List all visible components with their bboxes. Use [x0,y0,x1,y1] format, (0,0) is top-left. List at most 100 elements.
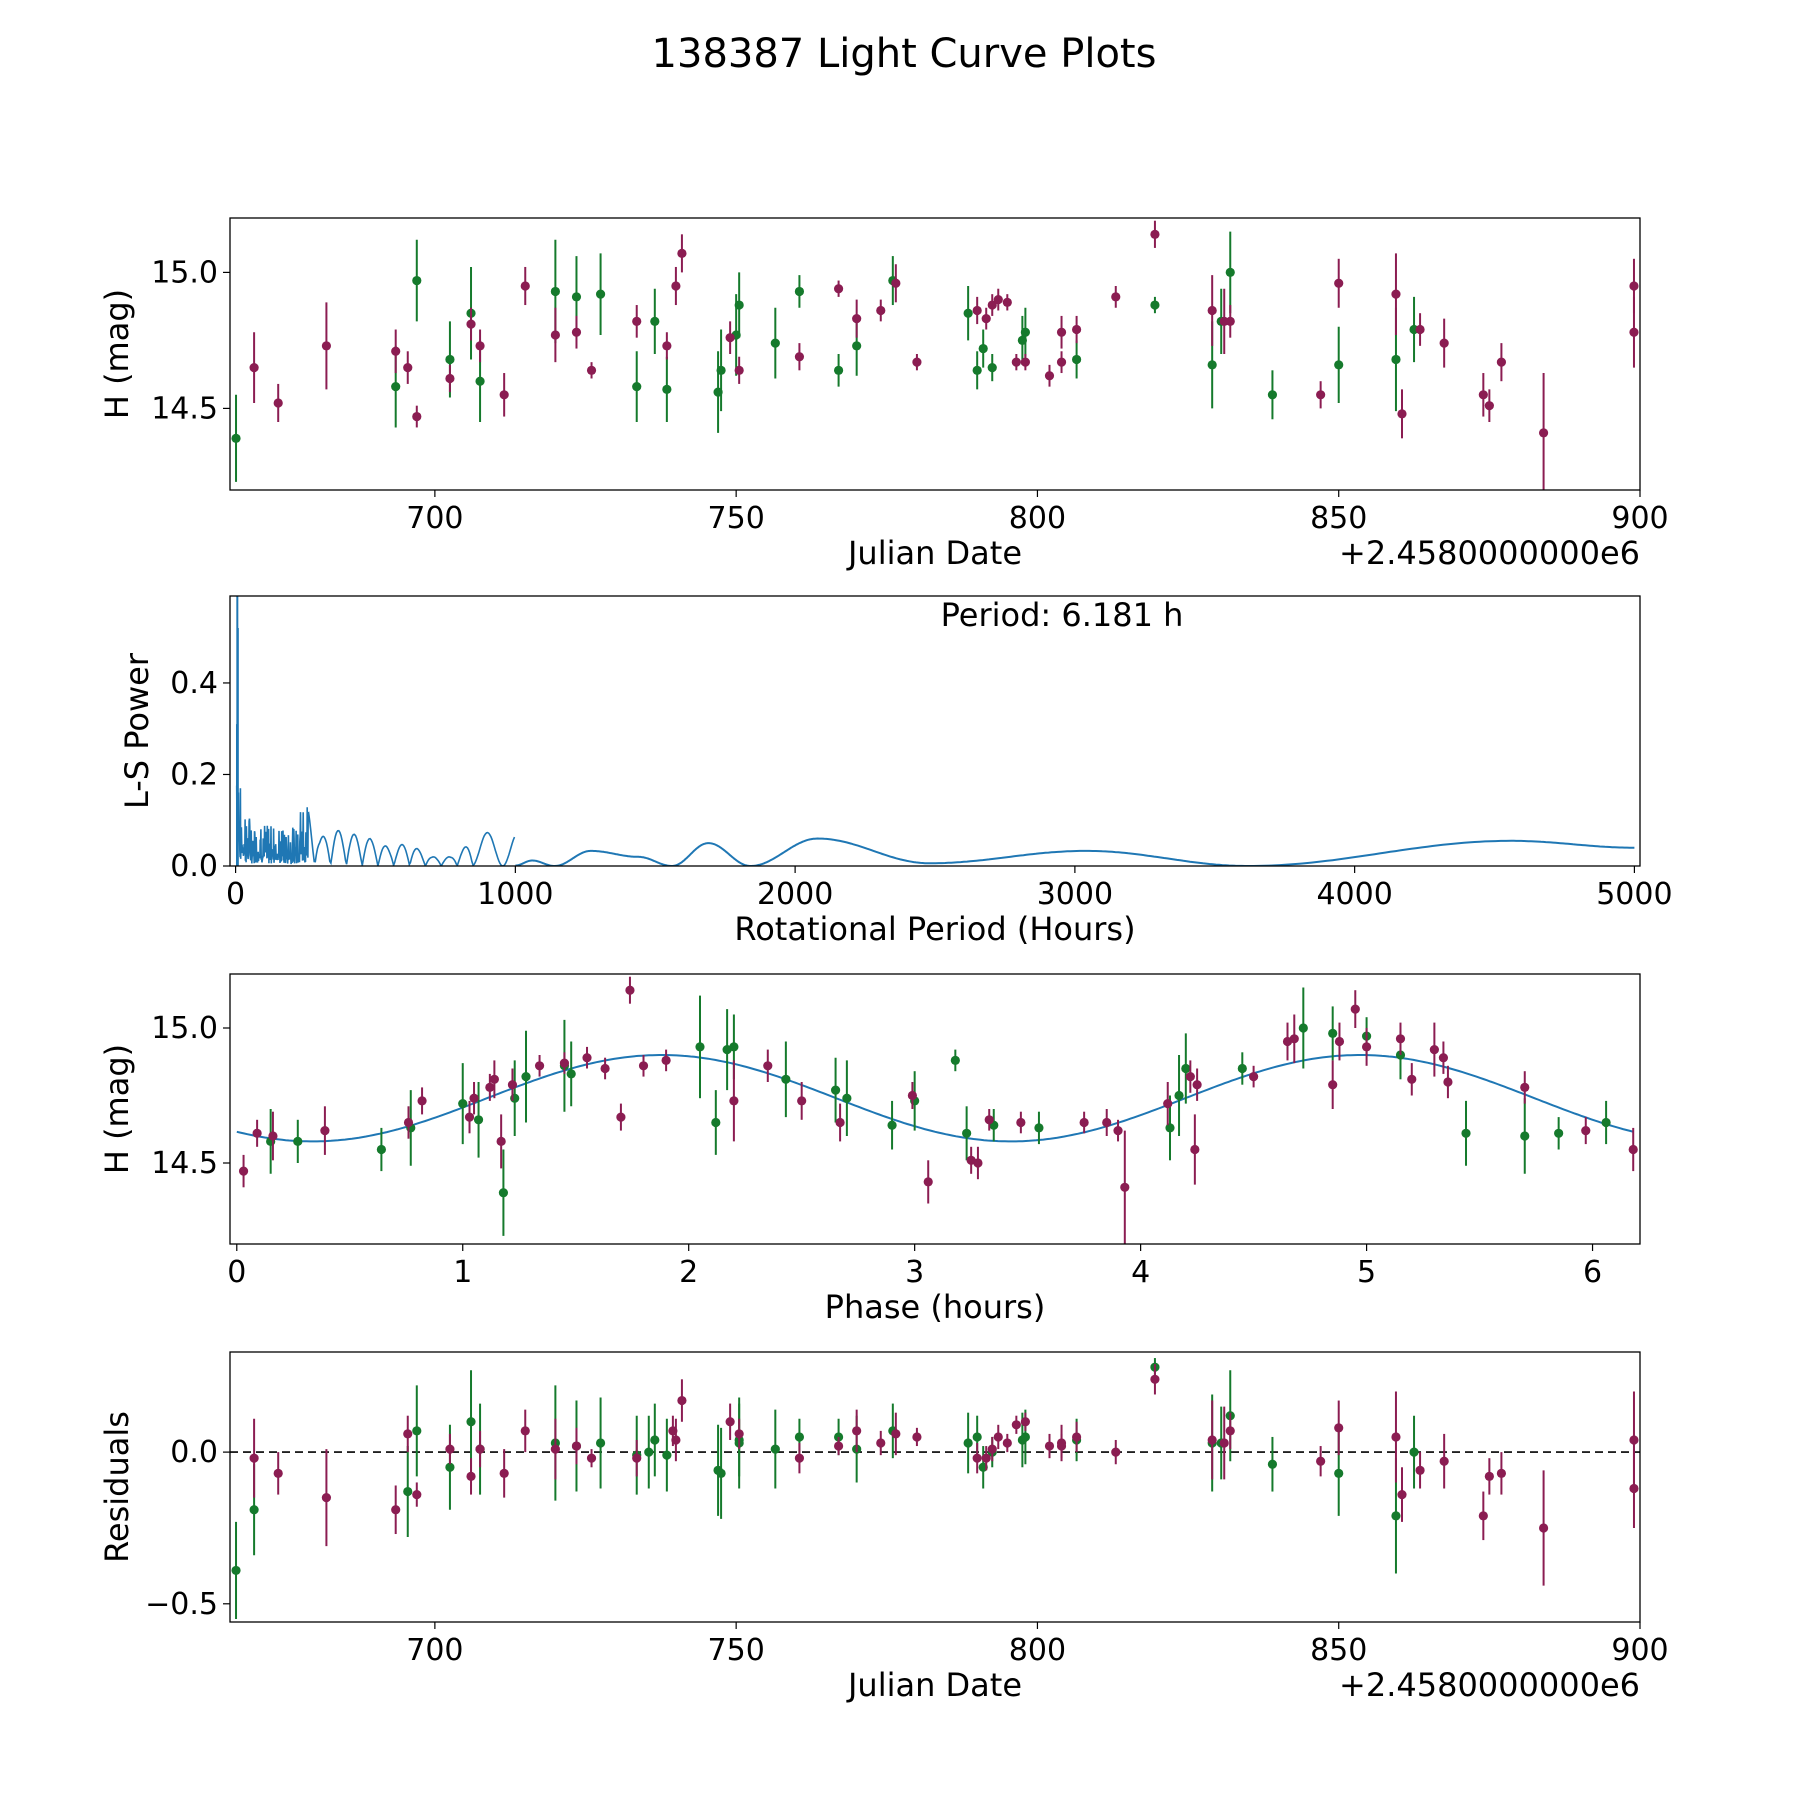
phased-point-purple [1438,1053,1449,1063]
residuals-point-purple [499,1468,509,1478]
periodogram-line [515,837,1635,866]
residuals-point-purple [520,1426,530,1436]
phased-point-purple [582,1053,592,1063]
lightcurve-point-green [445,354,455,365]
residuals-point-purple [1316,1456,1326,1466]
residuals-point-purple [1397,1489,1407,1500]
lightcurve-point-purple [1397,409,1407,419]
phased-point-purple [1350,1004,1360,1014]
lightcurve-ytick-label: 15.0 [151,255,218,290]
phased-point-purple [320,1126,330,1136]
lightcurve-point-purple [1225,316,1235,326]
residuals-point-purple [632,1453,642,1463]
residuals-point-purple [1020,1417,1030,1427]
residuals-point-purple [794,1453,805,1463]
periodogram-axes-frame [229,595,1641,867]
phased-point-purple [469,1093,479,1103]
phased-xtick-label: 3 [905,1255,924,1290]
residuals-point-green [466,1417,476,1427]
residuals-point-purple [876,1438,886,1448]
lightcurve-point-purple [520,281,530,291]
phased-xtick-label: 0 [227,1255,246,1290]
lightcurve-point-purple [912,357,922,367]
lightcurve-point-purple [1439,338,1449,348]
lightcurve-point-purple [1629,327,1639,337]
lightcurve-ytick-label: 14.5 [151,391,218,426]
residuals-point-purple [972,1453,982,1463]
periodogram-xlabel: Rotational Period (Hours) [734,910,1135,948]
residuals-point-purple [1207,1435,1217,1445]
periodogram-plot-area [235,596,1635,866]
phased-point-purple [252,1128,262,1138]
periodogram-xtick-label: 2000 [757,877,833,912]
lightcurve-point-purple [403,363,413,373]
lightcurve-point-green [833,365,844,375]
phased-point-purple [984,1115,994,1125]
lightcurve-point-purple [891,278,901,288]
period-annotation: Period: 6.181 h [941,596,1184,634]
residuals-point-green [644,1447,654,1457]
phased-point-purple [763,1061,773,1071]
residuals-xlabel: Julian Date [846,1666,1022,1704]
phased-point-purple [268,1131,278,1141]
residuals-point-purple [725,1417,735,1427]
phased-point-purple [638,1061,649,1071]
lightcurve-point-green [650,316,660,326]
phased-point-purple [1289,1034,1299,1044]
phased-point-purple [1361,1042,1372,1052]
periodogram-ylabel: L-S Power [118,652,156,809]
residuals-point-purple [550,1444,560,1454]
lightcurve-point-purple [1496,357,1507,367]
phased-point-green [1520,1131,1530,1141]
lightcurve-point-purple [466,319,476,329]
lightcurve-point-purple [1056,357,1067,367]
lightcurve-axes-frame [229,217,1641,491]
phased-point-purple [485,1082,495,1092]
lightcurve-point-purple [1150,229,1160,239]
lightcurve-point-purple [1316,390,1326,400]
periodogram-panel: 0 1000 2000 3000 4000 5000 0.0 0.2 0.4 Period: 6… [118,595,1673,948]
residuals-point-purple [1056,1438,1067,1448]
phased-xtick-label: 6 [1583,1255,1602,1290]
lightcurve-point-purple [876,305,886,316]
phased-point-purple [1429,1045,1439,1055]
phased-panel: 0 1 2 3 4 5 6 14.5 15.0 Phase (hours) H (mag) [98,973,1641,1326]
phased-point-green [1298,1023,1308,1033]
phased-point-purple [417,1096,427,1106]
lightcurve-xlabel: Julian Date [846,534,1022,572]
phased-point-green [1554,1128,1564,1138]
phased-point-purple [238,1166,249,1176]
phased-point-green [376,1144,386,1155]
residuals-point-purple [1629,1435,1639,1445]
residuals-point-green [1267,1459,1278,1469]
phased-point-green [521,1072,531,1082]
lightcurve-point-purple [1044,371,1055,381]
lightcurve-point-purple [1334,278,1344,288]
lightcurve-point-green [734,300,744,310]
phased-ylabel: H (mag) [98,1044,136,1174]
lightcurve-point-green [1391,354,1401,365]
lightcurve-point-purple [852,314,862,324]
residuals-xtick-label: 750 [708,1633,765,1668]
lightcurve-point-purple [734,365,744,375]
lightcurve-point-green [852,341,862,351]
lightcurve-point-purple [249,363,259,373]
lightcurve-point-green [1334,360,1344,370]
lightcurve-point-purple [671,281,681,291]
residuals-axes-frame [229,1351,1641,1623]
residuals-point-purple [852,1426,862,1436]
phased-point-purple [1520,1082,1530,1092]
phased-point-green [711,1117,721,1128]
lightcurve-point-green [231,433,241,443]
phased-point-purple [489,1074,499,1084]
phased-point-green [842,1093,852,1103]
phased-xtick-label: 1 [453,1255,472,1290]
phased-plot-area [236,976,1638,1244]
phased-point-purple [1102,1117,1112,1128]
lightcurve-point-green [595,289,606,299]
lightcurve-point-purple [321,341,332,351]
residuals-point-purple [1496,1468,1507,1478]
lightcurve-point-purple [1538,428,1549,438]
periodogram-xtick-label: 0 [226,877,245,912]
